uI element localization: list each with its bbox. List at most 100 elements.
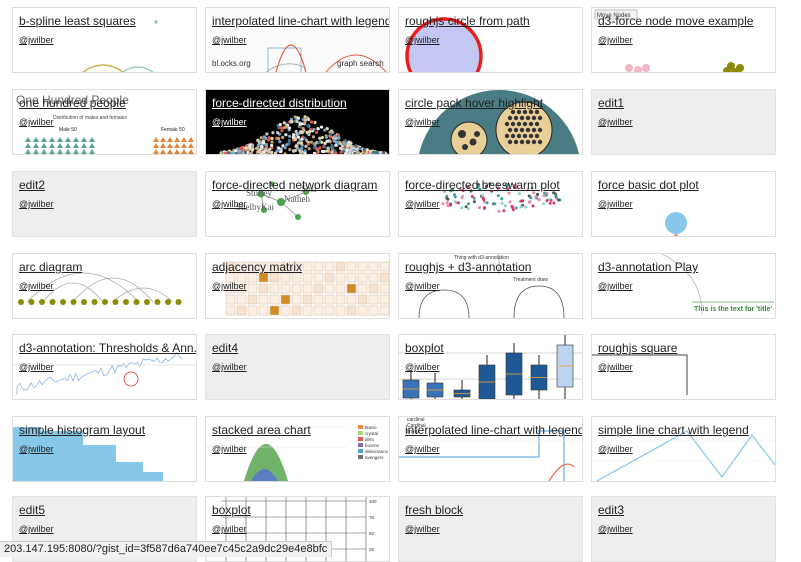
block-thumbnail xyxy=(399,335,582,399)
block-title-link[interactable]: force-directed distribution xyxy=(212,96,347,110)
block-card[interactable]: titanic crystal dent bourne deliverance … xyxy=(205,416,390,482)
block-author-link[interactable]: @jwilber xyxy=(598,117,633,127)
block-author-link[interactable]: @jwilber xyxy=(212,362,247,372)
block-thumbnail: Thing with d3-annotation Treatment draw xyxy=(418,254,565,318)
block-author-link[interactable]: @jwilber xyxy=(598,362,633,372)
block-author-link[interactable]: @jwilber xyxy=(19,117,54,127)
block-title-link[interactable]: adjacency matrix xyxy=(212,260,303,274)
block-title-link[interactable]: b-spline least squares xyxy=(19,14,136,28)
block-author-link[interactable]: @jwilber xyxy=(405,117,440,127)
svg-text:50: 50 xyxy=(369,531,375,536)
block-thumbnail xyxy=(592,430,775,481)
block-card[interactable]: Thing with d3-annotation Treatment draw … xyxy=(398,253,583,319)
block-author-link[interactable]: @jwilber xyxy=(598,444,633,454)
block-title-link[interactable]: circle pack hover highlight xyxy=(405,96,544,110)
block-card[interactable]: One Hundred People Distribution of males… xyxy=(12,89,197,155)
block-author-link[interactable]: @jwilber xyxy=(19,199,54,209)
block-thumbnail: bl.ocks.org graph search xyxy=(206,8,389,72)
block-author-link[interactable]: @jwilber xyxy=(19,362,54,372)
block-title-link[interactable]: d3-annotation: Thresholds & Ann... xyxy=(19,341,197,355)
block-author-link[interactable]: @jwilber xyxy=(212,444,247,454)
block-card[interactable]: roughjs square @jwilber xyxy=(591,334,776,400)
block-card[interactable]: cardinal Cardinal linear interpolated li… xyxy=(398,416,583,482)
block-title-link[interactable]: edit3 xyxy=(598,503,625,517)
svg-text:Treatment draw: Treatment draw xyxy=(513,277,548,283)
block-author-link[interactable]: @jwilber xyxy=(212,35,247,45)
svg-text:100: 100 xyxy=(369,499,377,504)
block-title-link[interactable]: roughjs circle from path xyxy=(405,14,530,28)
block-title-link[interactable]: force-directed beeswarm plot xyxy=(405,178,560,192)
block-title-link[interactable]: edit5 xyxy=(19,503,46,517)
block-card[interactable]: circle pack hover highlight @jwilber xyxy=(398,89,583,155)
block-author-link[interactable]: @jwilber xyxy=(598,199,633,209)
block-title-link[interactable]: edit2 xyxy=(19,178,46,192)
block-author-link[interactable]: @jwilber xyxy=(405,35,440,45)
block-card[interactable]: arc diagram @jwilber xyxy=(12,253,197,319)
block-card[interactable]: edit1 @jwilber xyxy=(591,89,776,155)
block-author-link[interactable]: @jwilber xyxy=(212,117,247,127)
block-title-link[interactable]: boxplot xyxy=(405,341,444,355)
block-card[interactable]: force-directed distribution @jwilber xyxy=(205,89,390,155)
block-title-link[interactable]: fresh block xyxy=(405,503,464,517)
block-author-link[interactable]: @jwilber xyxy=(405,281,440,291)
block-card[interactable]: edit3 @jwilber xyxy=(591,496,776,562)
block-author-link[interactable]: @jwilber xyxy=(598,281,633,291)
block-title-link[interactable]: force basic dot plot xyxy=(598,178,699,192)
block-card[interactable]: adjacency matrix @jwilber xyxy=(205,253,390,319)
block-title-link[interactable]: roughjs square xyxy=(598,341,678,355)
block-title-link[interactable]: stacked area chart xyxy=(212,423,311,437)
block-title-link[interactable]: simple histogram layout xyxy=(19,423,146,437)
block-author-link[interactable]: @jwilber xyxy=(405,444,440,454)
block-card[interactable]: boxplot @jwilber xyxy=(398,334,583,400)
block-author-link[interactable]: @jwilber xyxy=(19,281,54,291)
block-thumbnail xyxy=(82,20,158,72)
block-title-link[interactable]: d3-force node move example xyxy=(598,14,754,28)
block-thumbnail: titanic crystal dent bourne deliverance … xyxy=(206,425,389,481)
svg-text:bl.ocks.org: bl.ocks.org xyxy=(212,59,251,68)
block-title-link[interactable]: arc diagram xyxy=(19,260,83,274)
block-card[interactable]: bl.ocks.org graph search interpolated lin… xyxy=(205,7,390,73)
block-card[interactable]: b-spline least squares @jwilber xyxy=(12,7,197,73)
block-author-link[interactable]: @jwilber xyxy=(405,524,440,534)
block-card[interactable]: edit2 @jwilber xyxy=(12,171,197,237)
block-thumbnail xyxy=(441,182,562,213)
block-author-link[interactable]: @jwilber xyxy=(19,35,54,45)
block-author-link[interactable]: @jwilber xyxy=(405,362,440,372)
block-title-link[interactable]: one hundred people xyxy=(19,96,126,110)
block-card[interactable]: force-directed beeswarm plot @jwilber xyxy=(398,171,583,237)
block-card[interactable]: d3-annotation: Thresholds & Ann... @jwilb… xyxy=(12,334,197,400)
block-card[interactable]: simple histogram layout @jwilber xyxy=(12,416,197,482)
block-author-link[interactable]: @jwilber xyxy=(212,524,247,534)
block-thumbnail: cardinal Cardinal linear xyxy=(399,417,582,481)
block-title-link[interactable]: simple line chart with legend xyxy=(598,423,749,437)
svg-text:25: 25 xyxy=(369,547,375,552)
block-title-link[interactable]: boxplot xyxy=(212,503,251,517)
block-card[interactable]: simple line chart with legend @jwilber xyxy=(591,416,776,482)
block-author-link[interactable]: @jwilber xyxy=(405,199,440,209)
block-title-link[interactable]: d3-annotation Play xyxy=(598,260,699,274)
block-author-link[interactable]: @jwilber xyxy=(598,524,633,534)
block-author-link[interactable]: @jwilber xyxy=(598,35,633,45)
block-card[interactable]: fresh block @jwilber xyxy=(398,496,583,562)
block-thumbnail: Move Nodes xyxy=(594,9,744,72)
block-title-link[interactable]: force-directed network diagram xyxy=(212,178,378,192)
block-card[interactable]: roughjs circle from path @jwilber xyxy=(398,7,583,73)
block-author-link[interactable]: @jwilber xyxy=(19,524,54,534)
block-title-link[interactable]: edit4 xyxy=(212,341,239,355)
block-title-link[interactable]: roughjs + d3-annotation xyxy=(405,260,532,274)
block-author-link[interactable]: @jwilber xyxy=(212,281,247,291)
block-thumbnail xyxy=(13,352,196,395)
svg-text:Move Nodes: Move Nodes xyxy=(597,13,631,19)
block-title-link[interactable]: interpolated line-chart with legend xyxy=(212,14,390,28)
block-card[interactable]: This is the text for 'title' d3-annotatio… xyxy=(591,253,776,319)
block-thumbnail: One Hundred People Distribution of males… xyxy=(16,93,194,154)
block-card[interactable]: edit4 @jwilber xyxy=(205,334,390,400)
block-author-link[interactable]: @jwilber xyxy=(212,199,247,209)
block-card[interactable]: Sturley Sosi Natheh ShelbyKai force-direc… xyxy=(205,171,390,237)
svg-text:titanic: titanic xyxy=(365,425,378,430)
block-card[interactable]: force basic dot plot @jwilber xyxy=(591,171,776,237)
block-title-link[interactable]: edit1 xyxy=(598,96,625,110)
block-card[interactable]: Move Nodes d3-force node move example @jw… xyxy=(591,7,776,73)
block-author-link[interactable]: @jwilber xyxy=(19,444,54,454)
block-title-link[interactable]: interpolated line-chart with legend xyxy=(405,423,583,437)
